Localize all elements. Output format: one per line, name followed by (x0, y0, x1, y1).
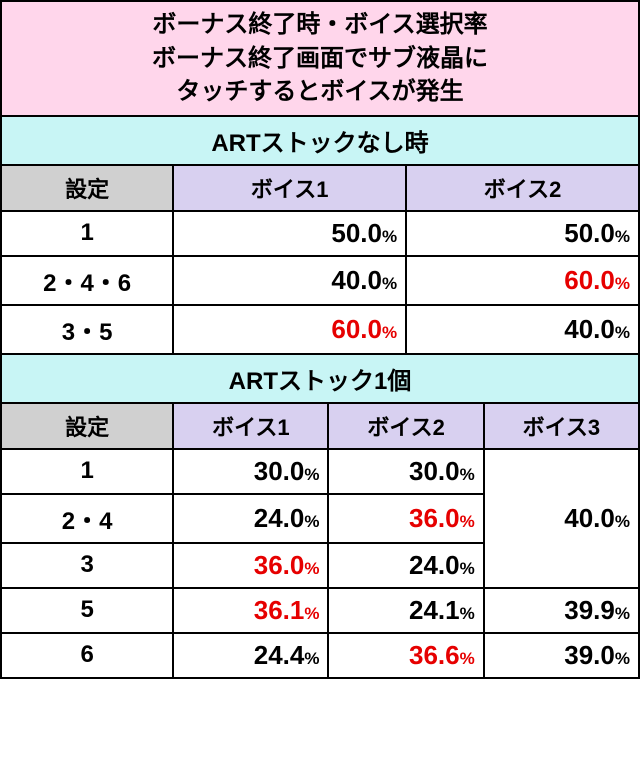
setting-cell: 3・5 (1, 305, 173, 354)
value-cell: 60.0% (173, 305, 406, 354)
value-cell: 24.0% (328, 543, 483, 588)
voice-rate-table: ボーナス終了時・ボイス選択率ボーナス終了画面でサブ液晶にタッチするとボイスが発生… (0, 0, 640, 679)
title-line-1: ボーナス終了時・ボイス選択率ボーナス終了画面でサブ液晶にタッチするとボイスが発生 (152, 11, 488, 105)
table-title: ボーナス終了時・ボイス選択率ボーナス終了画面でサブ液晶にタッチするとボイスが発生 (1, 1, 639, 116)
value-cell: 39.0% (484, 633, 639, 678)
voice2-header-2: ボイス2 (328, 403, 483, 449)
setting-cell: 2・4・6 (1, 256, 173, 305)
section-2-header: ARTストック1個 (1, 354, 639, 403)
value-cell-merged: 40.0% (484, 449, 639, 588)
setting-cell: 1 (1, 449, 173, 494)
table-row: 5 36.1% 24.1% 39.9% (1, 588, 639, 633)
section-1-header: ARTストックなし時 (1, 116, 639, 165)
table-row: 6 24.4% 36.6% 39.0% (1, 633, 639, 678)
value-cell: 24.1% (328, 588, 483, 633)
table-row: 3・5 60.0% 40.0% (1, 305, 639, 354)
value-cell: 24.0% (173, 494, 328, 543)
value-cell: 36.0% (173, 543, 328, 588)
table-row: 2・4・6 40.0% 60.0% (1, 256, 639, 305)
value-cell: 40.0% (406, 305, 639, 354)
voice2-header-1: ボイス2 (406, 165, 639, 211)
setting-cell: 5 (1, 588, 173, 633)
value-cell: 36.0% (328, 494, 483, 543)
table-row: 1 50.0% 50.0% (1, 211, 639, 256)
value-cell: 50.0% (173, 211, 406, 256)
voice1-header-2: ボイス1 (173, 403, 328, 449)
setting-header-2: 設定 (1, 403, 173, 449)
value-cell: 24.4% (173, 633, 328, 678)
voice3-header-2: ボイス3 (484, 403, 639, 449)
value-cell: 30.0% (173, 449, 328, 494)
voice1-header-1: ボイス1 (173, 165, 406, 211)
setting-cell: 3 (1, 543, 173, 588)
value-cell: 40.0% (173, 256, 406, 305)
value-cell: 30.0% (328, 449, 483, 494)
setting-cell: 2・4 (1, 494, 173, 543)
setting-header-1: 設定 (1, 165, 173, 211)
value-cell: 36.6% (328, 633, 483, 678)
table-row: 1 30.0% 30.0% 40.0% (1, 449, 639, 494)
value-cell: 50.0% (406, 211, 639, 256)
value-cell: 36.1% (173, 588, 328, 633)
value-cell: 60.0% (406, 256, 639, 305)
value-cell: 39.9% (484, 588, 639, 633)
setting-cell: 6 (1, 633, 173, 678)
setting-cell: 1 (1, 211, 173, 256)
